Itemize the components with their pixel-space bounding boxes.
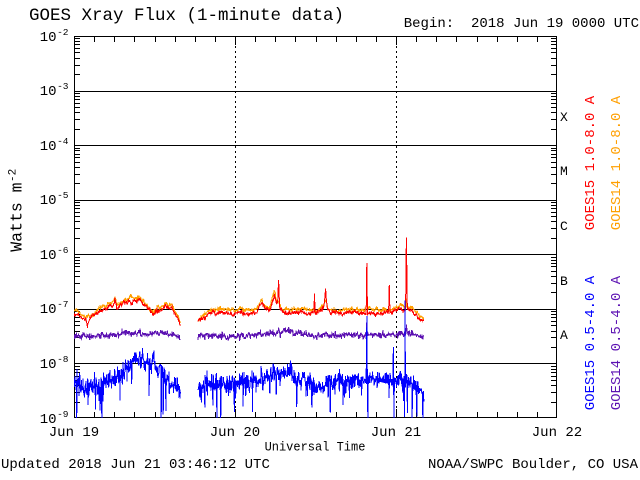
legend-goes14-1-0-8-0-a: GOES14 1.0-8.0 A bbox=[609, 95, 625, 231]
y-tick-label: 10-3 bbox=[39, 81, 69, 101]
x-tick-label: Jun 21 bbox=[370, 425, 422, 441]
minor-ticks bbox=[74, 36, 557, 418]
y-tick-label: 10-2 bbox=[39, 26, 69, 46]
series-goes14-0-5-4-0-a bbox=[74, 320, 424, 342]
major-ticks bbox=[235, 36, 397, 418]
legend-goes15-0-5-4-0-a: GOES15 0.5-4.0 A bbox=[583, 275, 599, 411]
flare-class-A: A bbox=[560, 328, 568, 344]
y-tick-label: 10-4 bbox=[39, 135, 69, 155]
x-tick-label: Jun 20 bbox=[209, 425, 261, 441]
decade-gridlines bbox=[74, 91, 557, 364]
day-boundary-gridlines bbox=[235, 36, 397, 418]
series-goes15-1-0-8-0-a bbox=[74, 237, 425, 329]
y-tick-label: 10-6 bbox=[39, 244, 69, 264]
legend-goes15-1-0-8-0-a: GOES15 1.0-8.0 A bbox=[583, 95, 599, 231]
series-goes15-0-5-4-0-a bbox=[74, 300, 425, 418]
x-axis-title: Universal Time bbox=[264, 439, 366, 455]
x-tick-label: Jun 22 bbox=[531, 425, 583, 441]
y-tick-label: 10-7 bbox=[39, 299, 69, 319]
credit-label: NOAA/SWPC Boulder, CO USA bbox=[427, 457, 638, 473]
flare-class-X: X bbox=[560, 109, 568, 125]
y-tick-label: 10-9 bbox=[39, 408, 69, 428]
plot-border bbox=[74, 36, 557, 418]
begin-time-label: Begin: 2018 Jun 19 0000 UTC bbox=[403, 16, 639, 32]
plot-grid-and-axes bbox=[74, 36, 557, 418]
chart-title: GOES Xray Flux (1-minute data) bbox=[29, 6, 345, 26]
flare-class-M: M bbox=[560, 164, 568, 180]
updated-timestamp: Updated 2018 Jun 21 03:46:12 UTC bbox=[1, 457, 270, 473]
legend-goes14-0-5-4-0-a: GOES14 0.5-4.0 A bbox=[609, 275, 625, 411]
flare-class-C: C bbox=[560, 219, 568, 234]
series-goes14-1-0-8-0-a bbox=[74, 290, 425, 324]
y-tick-label: 10-5 bbox=[39, 190, 69, 210]
y-tick-label: 10-8 bbox=[39, 353, 69, 373]
x-tick-label: Jun 19 bbox=[48, 425, 100, 441]
data-series bbox=[74, 237, 425, 418]
y-axis-title: Watts m-2 bbox=[7, 168, 27, 252]
flare-class-B: B bbox=[560, 273, 568, 289]
